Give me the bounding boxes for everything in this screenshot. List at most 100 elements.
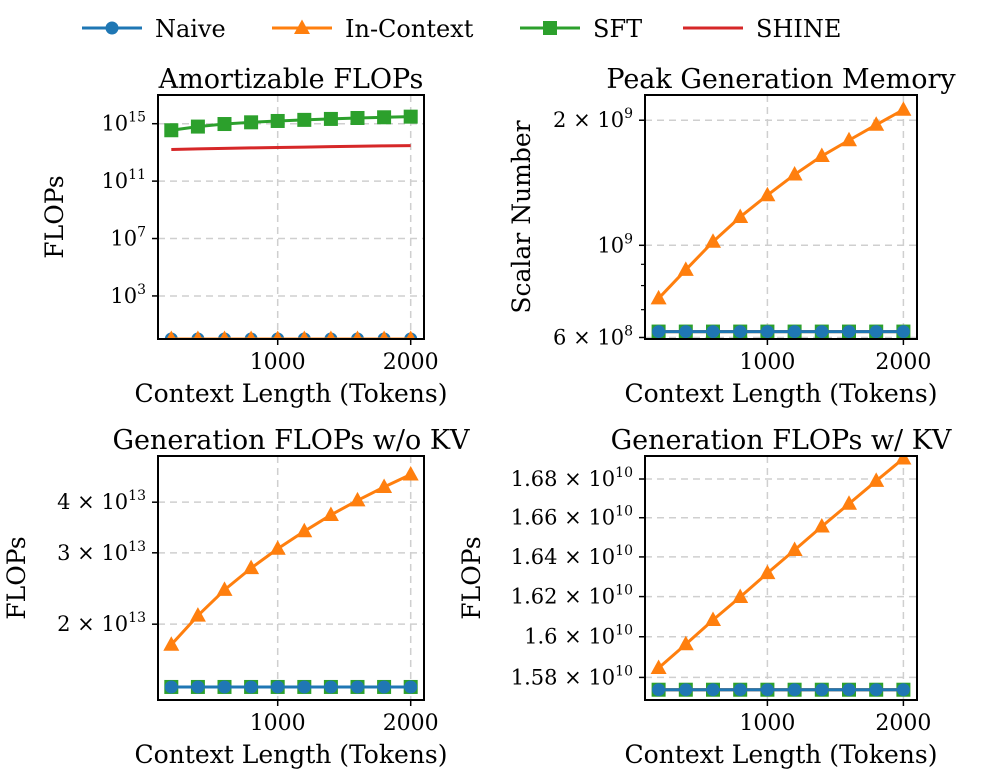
y-tick-label: 1015 <box>101 110 146 136</box>
x-tick-label: 2000 <box>383 711 439 736</box>
y-tick-mantissa: 6 <box>553 325 566 349</box>
legend-marker-naive <box>105 21 119 35</box>
data-point-in-context <box>650 659 667 675</box>
y-tick-label: 103 <box>110 282 146 308</box>
y-tick-exponent: 13 <box>128 539 146 555</box>
y-axis-label: FLOPs <box>457 536 486 619</box>
y-tick-times: × <box>557 467 588 491</box>
data-point-in-context <box>813 518 830 533</box>
y-tick-times: × <box>70 490 101 514</box>
axes-frame <box>157 455 425 701</box>
data-point-naive <box>733 683 747 697</box>
data-point-sft <box>270 113 285 128</box>
y-tick-exponent: 13 <box>128 610 146 626</box>
data-point-naive <box>733 325 747 339</box>
x-tick-label: 1000 <box>739 711 795 736</box>
data-point-sft <box>297 112 312 127</box>
data-point-naive <box>869 683 883 697</box>
data-point-in-context <box>326 330 336 339</box>
x-tick-label: 2000 <box>383 350 439 375</box>
data-point-naive <box>404 680 418 694</box>
data-point-in-context <box>163 636 180 651</box>
series-line-sft <box>171 115 411 132</box>
x-axis-label: Context Length (Tokens) <box>135 379 448 408</box>
series-sft <box>164 109 418 138</box>
data-point-in-context <box>895 101 912 116</box>
y-tick-base: 10 <box>588 467 615 491</box>
y-tick-exponent: 13 <box>128 488 146 504</box>
y-tick-exponent: 3 <box>137 282 146 298</box>
legend-label-shine: SHINE <box>756 15 841 43</box>
data-point-naive <box>869 325 883 339</box>
data-point-in-context <box>376 478 393 494</box>
data-point-sft <box>217 117 232 132</box>
x-tick-label: 2000 <box>875 711 931 736</box>
series-in-context <box>163 466 419 651</box>
y-tick-times: × <box>557 545 588 569</box>
y-tick-exponent: 9 <box>624 106 633 122</box>
y-tick-exponent: 8 <box>624 323 633 339</box>
y-axis-label: FLOPs <box>2 536 31 619</box>
data-point-in-context <box>216 581 233 596</box>
chart-title: Amortizable FLOPs <box>158 64 424 95</box>
legend-entry-shine: SHINE <box>683 15 841 43</box>
y-tick-label: 107 <box>110 225 146 251</box>
data-point-sft <box>164 123 179 138</box>
y-tick-times: × <box>557 506 588 530</box>
series-naive <box>164 680 418 694</box>
series-line-shine <box>171 144 411 151</box>
data-point-in-context <box>273 330 283 339</box>
grid <box>158 456 424 700</box>
y-tick-base: 10 <box>110 227 137 251</box>
data-point-in-context <box>841 495 857 510</box>
legend-label-sft: SFT <box>593 15 642 43</box>
series-group <box>164 109 418 339</box>
grid <box>645 456 917 700</box>
data-point-sft <box>403 109 418 124</box>
y-tick-exponent: 10 <box>615 543 633 559</box>
x-axis-label: Context Length (Tokens) <box>135 740 448 769</box>
y-tick-mantissa: 2 <box>57 612 70 636</box>
data-point-naive <box>788 325 802 339</box>
x-axis-label: Context Length (Tokens) <box>625 379 938 408</box>
series-line-in-context <box>170 473 412 646</box>
chart-title: Generation FLOPs w/o KV <box>112 425 470 456</box>
x-tick-label: 1000 <box>250 711 306 736</box>
data-point-in-context <box>841 131 857 147</box>
y-tick-label: 1.66 × 1010 <box>511 504 633 530</box>
y-tick-mantissa: 1.58 <box>511 665 558 689</box>
data-point-in-context <box>349 491 366 507</box>
data-point-naive <box>815 683 829 697</box>
data-point-in-context <box>705 611 721 627</box>
series-group <box>650 456 912 697</box>
data-point-naive <box>815 325 829 339</box>
series-shine <box>171 144 411 151</box>
data-point-in-context <box>219 330 230 339</box>
y-tick-base: 10 <box>101 490 128 514</box>
data-point-in-context <box>677 635 694 651</box>
grid <box>645 95 917 339</box>
data-point-naive <box>191 680 205 694</box>
data-point-in-context <box>786 166 803 181</box>
y-tick-label: 2 × 1013 <box>57 610 146 636</box>
data-point-in-context <box>189 607 206 622</box>
data-point-in-context <box>246 330 256 339</box>
data-point-naive <box>706 325 720 339</box>
legend-marker-sft <box>543 21 557 35</box>
data-point-in-context <box>732 208 749 223</box>
data-point-naive <box>297 680 311 694</box>
data-point-in-context <box>868 472 885 487</box>
series-in-context <box>650 456 912 675</box>
legend: Naive In-Context SFT SHINE <box>82 15 841 43</box>
y-tick-label: 3 × 1013 <box>57 539 146 565</box>
series-naive <box>652 325 910 339</box>
y-tick-label: 2 × 109 <box>553 106 633 132</box>
legend-entry-sft: SFT <box>520 15 642 43</box>
data-point-in-context <box>299 330 309 339</box>
chart-title: Peak Generation Memory <box>606 64 956 95</box>
data-point-naive <box>706 683 720 697</box>
data-point-in-context <box>379 330 389 339</box>
